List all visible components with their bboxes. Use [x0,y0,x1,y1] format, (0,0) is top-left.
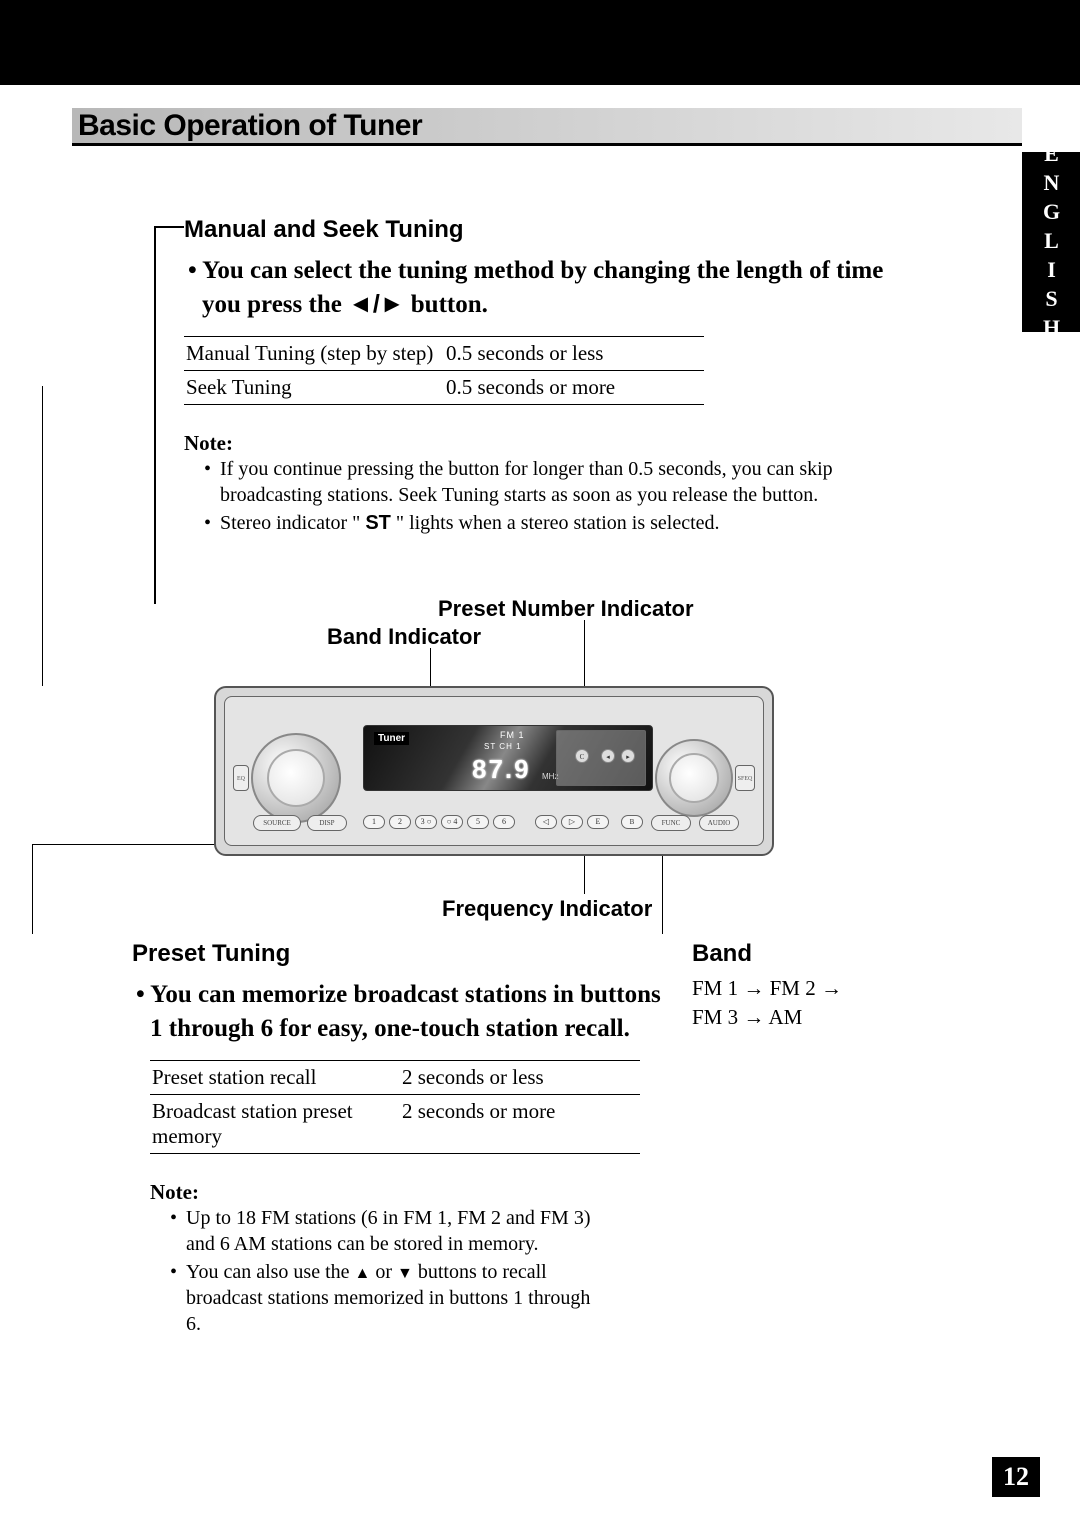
manual-seek-section: Manual and Seek Tuning • You can select … [132,216,902,536]
preset-buttons-row: 1 2 3 ○ ○ 4 5 6 [363,815,515,829]
volume-knob [251,733,341,823]
manual-seek-heading: Manual and Seek Tuning [184,216,902,244]
content-area: Manual and Seek Tuning • You can select … [132,216,902,966]
section-title: Basic Operation of Tuner [78,109,422,143]
label-band-indicator: Band Indicator [327,624,481,650]
note-label: Note: [184,431,902,456]
device-diagram: Preset Number Indicator Band Indicator F… [132,596,902,966]
leader-line [32,844,33,934]
leader-line [42,386,43,686]
preset-button: 6 [493,815,515,829]
ctrl-button: ▷ [561,815,583,829]
desc-suffix: button. [405,291,488,318]
preset-button: 3 ○ [415,815,437,829]
circle-btn: ▸ [621,749,635,763]
preset-button: 5 [467,815,489,829]
section-header: Basic Operation of Tuner [72,108,1022,146]
disp-button: DISP [307,815,347,831]
device-display: Tuner FM 1 ST CH 1 87.9 MHz C ◂ ▸ [363,725,653,791]
source-button: SOURCE [253,815,301,831]
preset-tuning-column: Preset Tuning • You can memorize broadca… [132,940,662,1339]
band-button: B [621,815,643,829]
func-button: FUNC [651,815,691,831]
note-list: Up to 18 FM stations (6 in FM 1, FM 2 an… [150,1205,610,1337]
lower-section: Preset Tuning • You can memorize broadca… [132,940,912,1339]
arrow-icon: → [743,977,764,1000]
band-heading: Band [692,940,912,968]
note-item: If you continue pressing the button for … [220,456,902,508]
car-stereo-device: EQ SFEQ Tuner FM 1 ST CH 1 87.9 MHz C ◂ … [214,686,774,856]
tuning-method-table: Manual Tuning (step by step) 0.5 seconds… [184,336,704,405]
callout-line [154,226,156,604]
down-triangle-icon: ▼ [397,1265,413,1282]
method-cell: Manual Tuning (step by step) [186,341,446,366]
preset-tuning-desc: • You can memorize broadcast stations in… [132,978,662,1046]
band-item: FM 2 [770,976,816,1000]
arrow-buttons: ◄/► [348,290,404,318]
note-list: If you continue pressing the button for … [184,456,902,536]
note-label: Note: [150,1180,662,1205]
preset-button: 2 [389,815,411,829]
preset-button: ○ 4 [441,815,463,829]
duration-cell: 2 seconds or more [402,1099,634,1149]
page-number: 12 [992,1457,1040,1497]
callout-line [154,226,184,228]
manual-seek-desc: • You can select the tuning method by ch… [184,254,902,322]
ctrl-button: E [587,815,609,829]
label-preset-number: Preset Number Indicator [438,596,694,622]
method-cell: Preset station recall [152,1065,402,1090]
top-black-bar [0,0,1080,85]
ctrl-button: ◁ [535,815,557,829]
display-band: FM 1 [500,730,525,740]
sfeq-button: SFEQ [735,765,755,791]
band-item: FM 1 [692,976,738,1000]
band-column: Band FM 1 → FM 2 → FM 3 → AM [692,940,912,1339]
audio-button: AUDIO [699,815,739,831]
preset-tuning-heading: Preset Tuning [132,940,662,968]
display-right-panel: C ◂ ▸ [556,730,646,786]
st-indicator: ST [365,512,391,534]
table-row: Preset station recall 2 seconds or less [150,1061,640,1095]
table-row: Broadcast station preset memory 2 second… [150,1095,640,1154]
display-frequency: 87.9 [472,754,531,785]
control-knob [655,739,733,817]
method-cell: Seek Tuning [186,375,446,400]
eq-button: EQ [233,765,249,791]
desc-prefix: • You can select the tuning method by ch… [188,257,883,318]
two-column-layout: Preset Tuning • You can memorize broadca… [132,940,912,1339]
up-triangle-icon: ▲ [355,1265,371,1282]
language-tab-text: ENGLISH [1038,141,1064,344]
band-item: AM [768,1005,802,1029]
display-channel: ST CH 1 [484,742,522,751]
label-frequency-indicator: Frequency Indicator [442,896,652,922]
arrow-icon: → [743,1006,764,1029]
duration-cell: 0.5 seconds or less [446,341,698,366]
preset-button: 1 [363,815,385,829]
preset-table: Preset station recall 2 seconds or less … [150,1060,640,1154]
arrow-icon: → [821,977,842,1000]
language-tab: ENGLISH [1022,152,1080,332]
band-item: FM 3 [692,1005,738,1029]
duration-cell: 0.5 seconds or more [446,375,698,400]
note-item: Stereo indicator " ST " lights when a st… [220,510,902,536]
circle-btn: C [575,749,589,763]
duration-cell: 2 seconds or less [402,1065,634,1090]
note-item: You can also use the ▲ or ▼ buttons to r… [186,1259,610,1337]
table-row: Seek Tuning 0.5 seconds or more [184,371,704,405]
method-cell: Broadcast station preset memory [152,1099,402,1149]
circle-btn: ◂ [601,749,615,763]
table-row: Manual Tuning (step by step) 0.5 seconds… [184,337,704,371]
band-sequence: FM 1 → FM 2 → FM 3 → AM [692,974,912,1033]
note-item: Up to 18 FM stations (6 in FM 1, FM 2 an… [186,1205,610,1257]
display-mode: Tuner [374,732,409,745]
page-number-text: 12 [1003,1462,1029,1492]
device-face: EQ SFEQ Tuner FM 1 ST CH 1 87.9 MHz C ◂ … [224,696,764,846]
ctrl-buttons-row: ◁ ▷ E [535,815,609,829]
